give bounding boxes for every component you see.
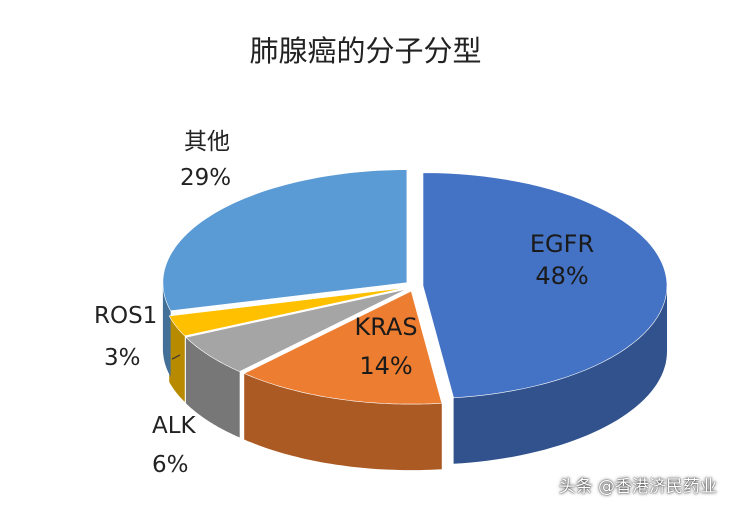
- label-egfr-name: EGFR: [529, 230, 595, 258]
- slice-kras: [243, 290, 443, 405]
- slice-other: [162, 169, 408, 312]
- slice-ros1: [168, 287, 406, 337]
- leader-line-ros1: [171, 354, 181, 360]
- label-kras-value: 14%: [359, 352, 413, 380]
- label-other-value: 29%: [180, 165, 232, 191]
- slice-side-kras: [244, 373, 442, 471]
- slice-egfr: [422, 172, 668, 399]
- pie-sides: [162, 282, 667, 471]
- label-alk-value: 6%: [152, 452, 189, 478]
- slice-alk: [185, 288, 407, 372]
- chart-title: 肺腺癌的分子分型: [249, 34, 482, 68]
- slice-side-other: [162, 282, 171, 377]
- label-ros1-name: ROS1: [94, 303, 158, 329]
- slice-side-alk: [185, 337, 240, 438]
- watermark: 头条 @香港济民药业: [558, 477, 717, 497]
- pie-tops: [162, 169, 668, 405]
- slice-side-ros1: [169, 315, 185, 402]
- label-other-name: 其他: [184, 129, 230, 155]
- slice-side-egfr: [453, 285, 667, 464]
- label-egfr-value: 48%: [535, 262, 589, 290]
- label-kras-name: KRAS: [354, 313, 418, 341]
- label-ros1-value: 3%: [104, 345, 141, 371]
- label-alk-name: ALK: [152, 413, 196, 439]
